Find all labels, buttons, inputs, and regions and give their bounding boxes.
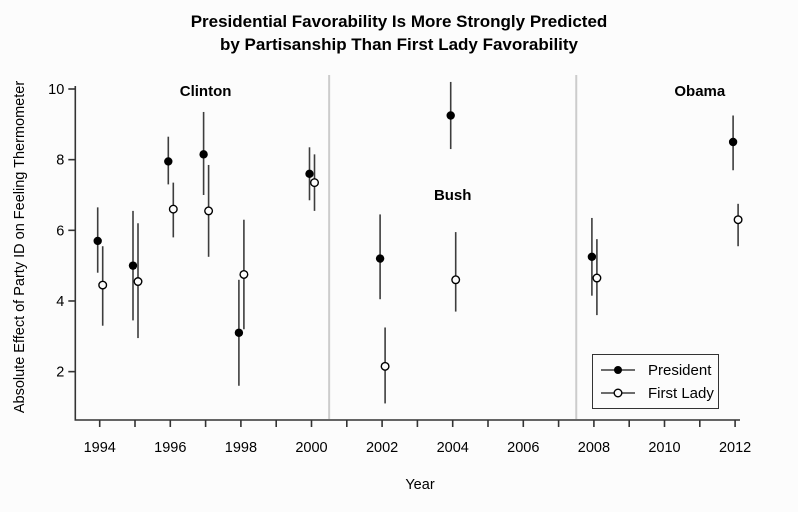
data-point-first-lady [592,273,602,283]
x-tick-label: 1996 [154,440,186,456]
y-tick-label: 10 [48,82,64,98]
first-lady-marker-icon [601,388,635,398]
y-tick-label: 2 [56,365,64,381]
data-point-first-lady [451,275,461,285]
y-tick-label: 8 [56,153,64,169]
data-point-first-lady [204,206,214,216]
data-point-first-lady [380,361,390,371]
data-point-president [375,254,385,263]
legend-row-first-lady: First Lady [600,383,718,403]
era-label: Clinton [180,83,232,100]
y-tick-label: 4 [56,294,64,310]
data-point-president [93,236,102,246]
era-label: Bush [434,187,472,204]
x-tick-label: 2008 [578,440,610,456]
x-tick-label: 1994 [84,440,116,456]
chart-title: Presidential Favorability Is More Strong… [0,10,798,56]
x-tick-label: 2012 [719,440,751,456]
legend-label-first-lady: First Lady [648,384,714,402]
axis-line [74,86,740,421]
data-point-first-lady [133,277,143,287]
legend: President First Lady [592,354,719,409]
data-point-president [305,169,314,178]
data-point-president [128,261,138,270]
x-axis-label: Year [405,477,435,493]
data-point-first-lady [168,204,178,214]
president-marker-icon [601,366,635,374]
x-tick-label: 2010 [648,440,680,456]
data-point-president [234,328,244,337]
legend-row-president: President [600,360,718,380]
chart-title-line1: Presidential Favorability Is More Strong… [190,12,608,31]
chart-title-line2: by Partisanship Than First Lady Favorabi… [219,35,579,54]
data-point-president [446,111,455,120]
data-point-first-lady [310,178,320,188]
data-point-president [728,137,738,147]
x-tick-label: 2002 [366,440,398,456]
data-point-first-lady [239,269,249,279]
era-label: Obama [674,83,726,100]
data-point-first-lady [98,280,108,290]
legend-label-president: President [648,361,712,379]
x-tick-label: 2000 [295,440,327,456]
data-point-president [587,252,597,262]
x-tick-label: 1998 [225,440,257,456]
x-tick-label: 2006 [507,440,539,456]
y-tick-label: 6 [56,223,64,239]
data-point-president [164,157,173,166]
x-tick-label: 2004 [437,440,469,456]
data-point-first-lady [733,215,743,225]
data-point-president [199,150,208,159]
